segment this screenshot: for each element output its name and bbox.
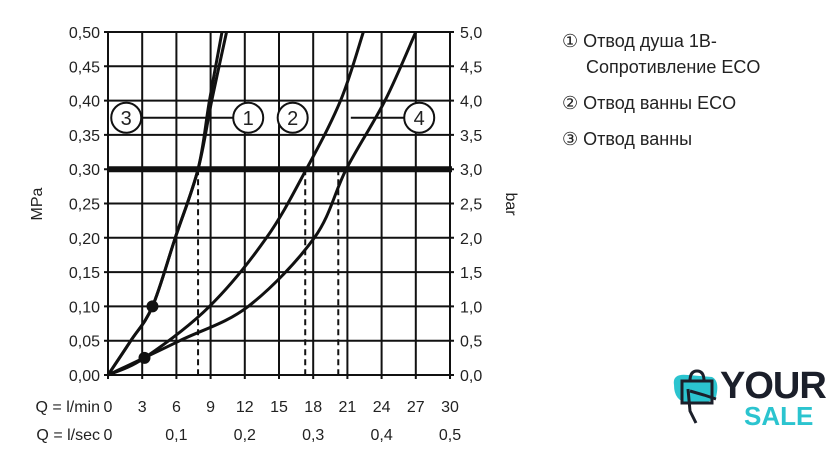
curve-4 <box>107 31 418 377</box>
data-point <box>138 351 151 364</box>
y-axis-label-left: MPa <box>29 187 46 220</box>
y-tick-left: 0,30 <box>69 162 100 179</box>
x-tick-lsec: 0 <box>104 427 113 444</box>
y-tick-right: 3,0 <box>460 162 482 179</box>
y-axis-label-right: bar <box>502 192 519 216</box>
x-axis-label-lmin: Q = l/min <box>36 399 100 416</box>
x-tick-lsec: 0,5 <box>439 427 461 444</box>
y-tick-left: 0,00 <box>69 368 100 385</box>
y-tick-right: 0,0 <box>460 368 482 385</box>
y-tick-left: 0,35 <box>69 128 100 145</box>
y-tick-left: 0,05 <box>69 334 100 351</box>
y-tick-left: 0,50 <box>69 25 100 42</box>
legend-item-3: ③ Отвод ванны <box>562 126 760 152</box>
y-tick-left: 0,10 <box>69 299 100 316</box>
y-tick-right: 2,0 <box>460 231 482 248</box>
y-tick-right: 5,0 <box>460 25 482 42</box>
x-tick-lmin: 6 <box>172 399 181 416</box>
series-label: 2 <box>287 108 298 130</box>
y-tick-right: 4,0 <box>460 94 482 111</box>
x-tick-lsec: 0,3 <box>302 427 324 444</box>
x-axis-label-lsec: Q = l/sec <box>36 427 100 444</box>
y-tick-left: 0,25 <box>69 197 100 214</box>
legend-num: ① <box>562 31 579 51</box>
series-label: 3 <box>121 108 132 130</box>
y-tick-left: 0,45 <box>69 59 100 76</box>
series-label-circle <box>232 101 265 134</box>
y-tick-right: 4,5 <box>460 59 482 76</box>
series-label-circle <box>403 101 436 134</box>
yoursale-logo: YOUR SALE <box>668 365 838 437</box>
legend-num: ③ <box>562 129 579 149</box>
series-label: 4 <box>414 108 425 130</box>
y-tick-right: 1,0 <box>460 299 482 316</box>
x-tick-lmin: 30 <box>441 399 459 416</box>
legend-text: Отвод душа 1B- <box>583 31 717 51</box>
legend-item-1: ① Отвод душа 1B- Сопротивление ECO <box>562 28 760 80</box>
series-label-circle <box>110 101 143 134</box>
y-tick-right: 3,5 <box>460 128 482 145</box>
x-tick-lmin: 21 <box>339 399 357 416</box>
x-tick-lsec: 0,4 <box>370 427 392 444</box>
x-tick-lmin: 12 <box>236 399 254 416</box>
logo-sale: SALE <box>744 401 814 431</box>
x-tick-lsec: 0,1 <box>165 427 187 444</box>
curve-1 <box>106 31 229 376</box>
logo-your: YOUR <box>720 365 827 407</box>
x-tick-lmin: 24 <box>373 399 391 416</box>
x-tick-lmin: 18 <box>304 399 322 416</box>
legend-num: ② <box>562 93 579 113</box>
x-tick-lmin: 9 <box>206 399 215 416</box>
y-tick-right: 2,5 <box>460 197 482 214</box>
legend-text: Отвод ванны ECO <box>583 93 737 113</box>
series-label: 1 <box>243 108 254 130</box>
y-tick-left: 0,15 <box>69 265 100 282</box>
y-tick-right: 1,5 <box>460 265 482 282</box>
y-tick-left: 0,20 <box>69 231 100 248</box>
shopping-bag-hand-icon <box>673 369 718 424</box>
y-tick-left: 0,40 <box>69 94 100 111</box>
data-point <box>146 300 159 313</box>
legend: ① Отвод душа 1B- Сопротивление ECO ② Отво… <box>562 28 760 162</box>
x-tick-lsec: 0,2 <box>234 427 256 444</box>
x-tick-lmin: 27 <box>407 399 425 416</box>
series-label-circle <box>276 101 309 134</box>
x-tick-lmin: 15 <box>270 399 288 416</box>
x-tick-lmin: 0 <box>104 399 113 416</box>
y-tick-right: 0,5 <box>460 334 482 351</box>
legend-text: Отвод ванны <box>583 129 693 149</box>
legend-text-2: Сопротивление ECO <box>586 57 761 77</box>
x-tick-lmin: 3 <box>138 399 147 416</box>
legend-item-2: ② Отвод ванны ECO <box>562 90 760 116</box>
